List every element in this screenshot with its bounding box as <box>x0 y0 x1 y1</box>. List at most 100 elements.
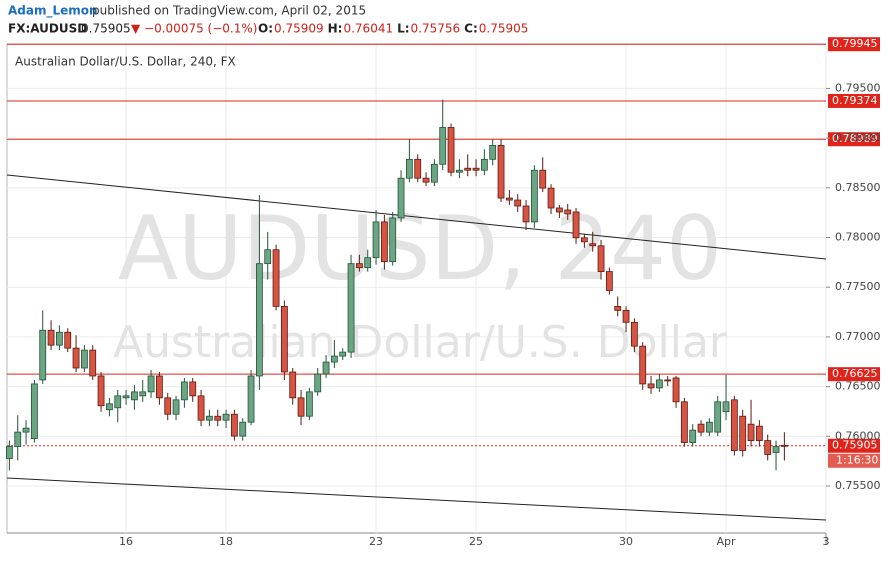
candle-body <box>639 345 647 385</box>
ohlc-label: O: <box>258 22 273 36</box>
candle-body <box>439 127 447 165</box>
user[interactable]: Adam_Lemon <box>8 4 98 19</box>
candle-body <box>472 167 480 171</box>
candle-body <box>64 331 72 349</box>
candle-body <box>447 127 455 173</box>
candle-body <box>680 401 688 443</box>
x-tick-label: 23 <box>369 535 383 548</box>
candle-body <box>47 329 55 346</box>
candle-body <box>22 427 30 433</box>
ohlc-value: 0.75905 <box>479 22 529 36</box>
candle-body <box>364 257 372 269</box>
candle-body <box>6 446 13 459</box>
candle-body <box>597 245 605 273</box>
ohlc-label: C: <box>464 22 478 36</box>
price-label-box <box>828 93 880 108</box>
candle-body <box>164 397 172 415</box>
candle-body <box>305 391 313 417</box>
ohlc-label: H: <box>328 22 343 36</box>
candle-body <box>222 413 230 421</box>
candle-body <box>72 347 80 369</box>
grid <box>7 44 827 533</box>
candle-body <box>322 361 330 375</box>
candle-body <box>280 305 288 373</box>
watermark: AUDUSD, 240 <box>118 197 722 300</box>
candle-body <box>39 329 47 381</box>
ohlc-value: 0.76041 <box>343 22 393 36</box>
symbol: FX:AUDUSD <box>8 22 87 36</box>
candle-body <box>139 391 147 397</box>
candle-body <box>780 444 788 447</box>
candle-body <box>30 383 38 439</box>
price-label-box <box>828 37 880 52</box>
candle-body <box>514 199 522 207</box>
candle-body <box>172 399 180 415</box>
y-tick-label: 0.78500 <box>835 181 881 194</box>
last-price-text: 0.75905 <box>81 22 131 36</box>
change: ▼ −0.00075 (−0.1%) <box>131 22 257 36</box>
ohlc: O: 0.75909 H: 0.76041 L: 0.75756 C: 0.75905 <box>258 22 528 36</box>
candle-body <box>614 305 622 311</box>
candle-body <box>205 415 213 421</box>
candle-body <box>255 263 263 377</box>
candle-body <box>755 425 763 441</box>
candle-body <box>314 373 322 393</box>
candle-body <box>397 177 405 219</box>
countdown-box <box>828 453 880 468</box>
candle-body <box>539 169 547 189</box>
candle-body <box>739 415 747 451</box>
candle-body <box>689 429 697 443</box>
levels: 0.79945 0.79374 0.78989 0.76625 0.75905 1:16:… <box>7 37 880 468</box>
candle-body <box>555 207 563 213</box>
candle-body <box>522 205 530 223</box>
candle-body <box>697 423 705 433</box>
candle-body <box>655 379 663 389</box>
price-label: 0.76625 <box>832 367 878 380</box>
candle-body <box>572 211 580 239</box>
candle-body <box>422 177 430 183</box>
candle-body <box>97 375 105 407</box>
candle-body <box>647 383 655 389</box>
y-tick-label: 0.76500 <box>835 380 881 393</box>
header: Adam_Lemon published on TradingView.com,… <box>8 4 528 36</box>
candle-body <box>264 249 272 265</box>
price-label: 0.79945 <box>832 37 878 50</box>
price-label-box <box>828 132 880 147</box>
x-tick-label: 18 <box>219 535 233 548</box>
y-tick-label: 0.79500 <box>835 81 881 94</box>
candles <box>6 99 788 471</box>
candle-body <box>80 349 88 369</box>
price-label-box <box>828 438 880 453</box>
candle-body <box>372 221 380 259</box>
y-tick-label: 0.76000 <box>835 429 881 442</box>
candle-body <box>330 355 338 363</box>
candle-body <box>505 197 513 201</box>
candle-body <box>764 440 772 455</box>
price-label: 0.78989 <box>832 132 878 145</box>
candle-body <box>214 415 222 421</box>
candle-body <box>747 423 755 441</box>
candle-body <box>289 371 297 399</box>
candle-body <box>347 263 355 353</box>
candle-body <box>630 321 638 347</box>
ohlc-label: L: <box>397 22 409 36</box>
legend: Australian Dollar/U.S. Dollar, 240, FX <box>15 55 236 69</box>
y-tick-label: 0.78000 <box>835 231 881 244</box>
candle-body <box>230 413 238 437</box>
candle-body <box>122 395 130 399</box>
candle-body <box>622 309 630 323</box>
trend-line <box>6 477 827 521</box>
candle-body <box>530 169 538 223</box>
candle-body <box>705 421 713 433</box>
y-tick-label: 0.77000 <box>835 330 881 343</box>
published: published on TradingView.com, April 02, … <box>92 4 366 18</box>
candle-body <box>180 381 188 401</box>
candle-body <box>155 375 163 399</box>
candle-body <box>730 399 738 451</box>
candle-body <box>497 144 505 199</box>
candle-body <box>464 167 472 171</box>
trend-line <box>6 174 827 260</box>
candle-body <box>480 158 488 171</box>
